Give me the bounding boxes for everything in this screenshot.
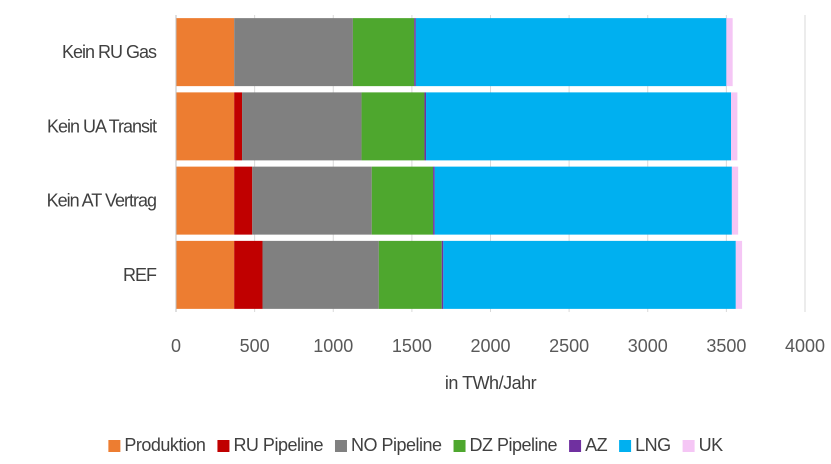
bar-segment-dz-pipeline-3 <box>378 240 442 309</box>
bar-segment-uk-2 <box>731 166 739 235</box>
bar-segment-dz-pipeline-2 <box>371 166 434 235</box>
x-tick-label: 0 <box>171 336 181 356</box>
category-label: Kein UA Transit <box>47 116 157 136</box>
bar-stacks <box>176 18 743 309</box>
x-tick-label: 3500 <box>706 336 746 356</box>
legend-swatch <box>569 440 582 452</box>
bar-segment-produktion-1 <box>176 92 235 161</box>
x-tick-label: 500 <box>240 336 270 356</box>
bar-segment-no-pipeline-2 <box>252 166 372 235</box>
legend-label: AZ <box>585 435 608 455</box>
x-tick-label: 1000 <box>313 336 353 356</box>
x-tick-label: 3000 <box>628 336 668 356</box>
bar-segment-uk-0 <box>726 18 733 87</box>
x-tick-labels: 0 500 1000 1500 2000 2500 3000 3500 4000 <box>171 336 825 356</box>
bar-segment-dz-pipeline-0 <box>352 18 415 87</box>
bar-segment-dz-pipeline-1 <box>361 92 425 161</box>
bar-segment-no-pipeline-3 <box>262 240 379 309</box>
category-label: Kein AT Vertrag <box>47 191 156 211</box>
legend-swatch <box>682 440 695 452</box>
bar-segment-produktion-0 <box>176 18 235 87</box>
bar-segment-no-pipeline-0 <box>234 18 353 87</box>
bar-segment-az-0 <box>414 18 416 87</box>
bar-segment-uk-3 <box>735 240 743 309</box>
x-axis-title: in TWh/Jahr <box>445 373 537 393</box>
x-tick-label: 2000 <box>470 336 510 356</box>
x-tick-label: 4000 <box>785 336 825 356</box>
bar-segment-lng-3 <box>443 240 736 309</box>
x-tick-label: 2500 <box>549 336 589 356</box>
bar-segment-produktion-3 <box>176 240 235 309</box>
legend-swatch <box>334 440 347 452</box>
category-labels: Kein RU Gas Kein UA Transit Kein AT Vertra… <box>47 42 158 285</box>
legend-label: Produktion <box>124 435 205 455</box>
legend-swatch <box>619 440 632 452</box>
legend-swatch <box>217 440 230 452</box>
bar-segment-uk-1 <box>731 92 738 161</box>
bar-segment-produktion-2 <box>176 166 235 235</box>
bar-segment-ru-pipeline-1 <box>234 92 243 161</box>
bar-segment-ru-pipeline-2 <box>234 166 253 235</box>
bar-segment-az-1 <box>424 92 427 161</box>
legend-label: NO Pipeline <box>351 435 442 455</box>
bar-segment-no-pipeline-1 <box>242 92 362 161</box>
legend-swatch <box>108 440 121 452</box>
legend-swatch <box>453 440 466 452</box>
legend-label: UK <box>699 435 723 455</box>
category-label: REF <box>123 265 157 285</box>
bar-segment-lng-0 <box>415 18 727 87</box>
legend-label: DZ Pipeline <box>470 435 558 455</box>
category-label: Kein RU Gas <box>62 42 157 62</box>
legend-label: LNG <box>635 435 671 455</box>
bar-segment-az-3 <box>441 240 444 309</box>
x-tick-label: 1500 <box>392 336 432 356</box>
bar-segment-ru-pipeline-3 <box>234 240 263 309</box>
bar-segment-lng-2 <box>434 166 732 235</box>
bar-segment-az-2 <box>433 166 435 235</box>
legend: Produktion RU Pipeline NO Pipeline DZ Pipel… <box>108 435 724 455</box>
legend-label: RU Pipeline <box>233 435 323 455</box>
bar-segment-lng-1 <box>426 92 732 161</box>
